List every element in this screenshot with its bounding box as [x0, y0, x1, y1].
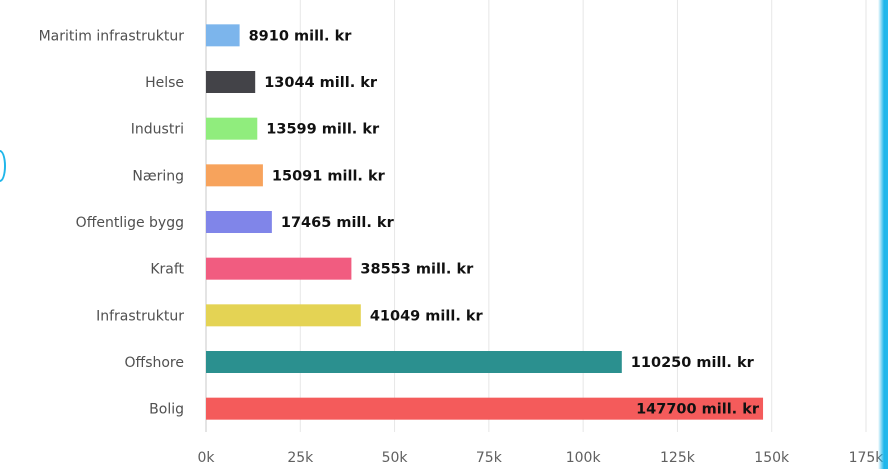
bar: [206, 117, 258, 140]
data-label: 110250 mill. kr: [631, 355, 755, 371]
data-label: 147700 mill. kr: [636, 402, 760, 418]
category-label: Industri: [131, 122, 184, 138]
bar: [206, 211, 272, 233]
data-label: 8910 mill. kr: [249, 28, 353, 44]
bar: [206, 71, 256, 93]
window-edge-decoration: [878, 0, 888, 469]
data-label: 17465 mill. kr: [281, 215, 395, 231]
data-label: 41049 mill. kr: [370, 308, 484, 324]
x-tick-label: 125k: [660, 450, 696, 466]
x-tick-label: 175k: [849, 450, 885, 466]
x-tick-label: 150k: [754, 450, 790, 466]
category-label: Offshore: [125, 355, 184, 371]
x-tick-label: 25k: [287, 450, 314, 466]
category-label: Helse: [145, 75, 184, 91]
category-label: Infrastruktur: [96, 308, 184, 324]
data-label: 13599 mill. kr: [266, 122, 380, 138]
category-label: Offentlige bygg: [76, 215, 184, 231]
bar: [206, 164, 263, 187]
data-label: 15091 mill. kr: [272, 168, 386, 184]
bar: [206, 351, 622, 373]
category-label: Kraft: [150, 262, 184, 278]
x-tick-label: 100k: [566, 450, 602, 466]
bar: [206, 24, 240, 47]
category-label: Bolig: [149, 402, 184, 418]
category-label: Maritim infrastruktur: [39, 28, 185, 44]
data-label: 13044 mill. kr: [264, 75, 378, 91]
category-label: Næring: [132, 168, 184, 184]
bar: [206, 397, 764, 420]
x-tick-label: 50k: [382, 450, 409, 466]
bar: [206, 304, 361, 327]
bar: [206, 257, 352, 280]
x-tick-label: 75k: [476, 450, 503, 466]
x-tick-label: 0k: [197, 450, 215, 466]
data-label: 38553 mill. kr: [360, 262, 474, 278]
